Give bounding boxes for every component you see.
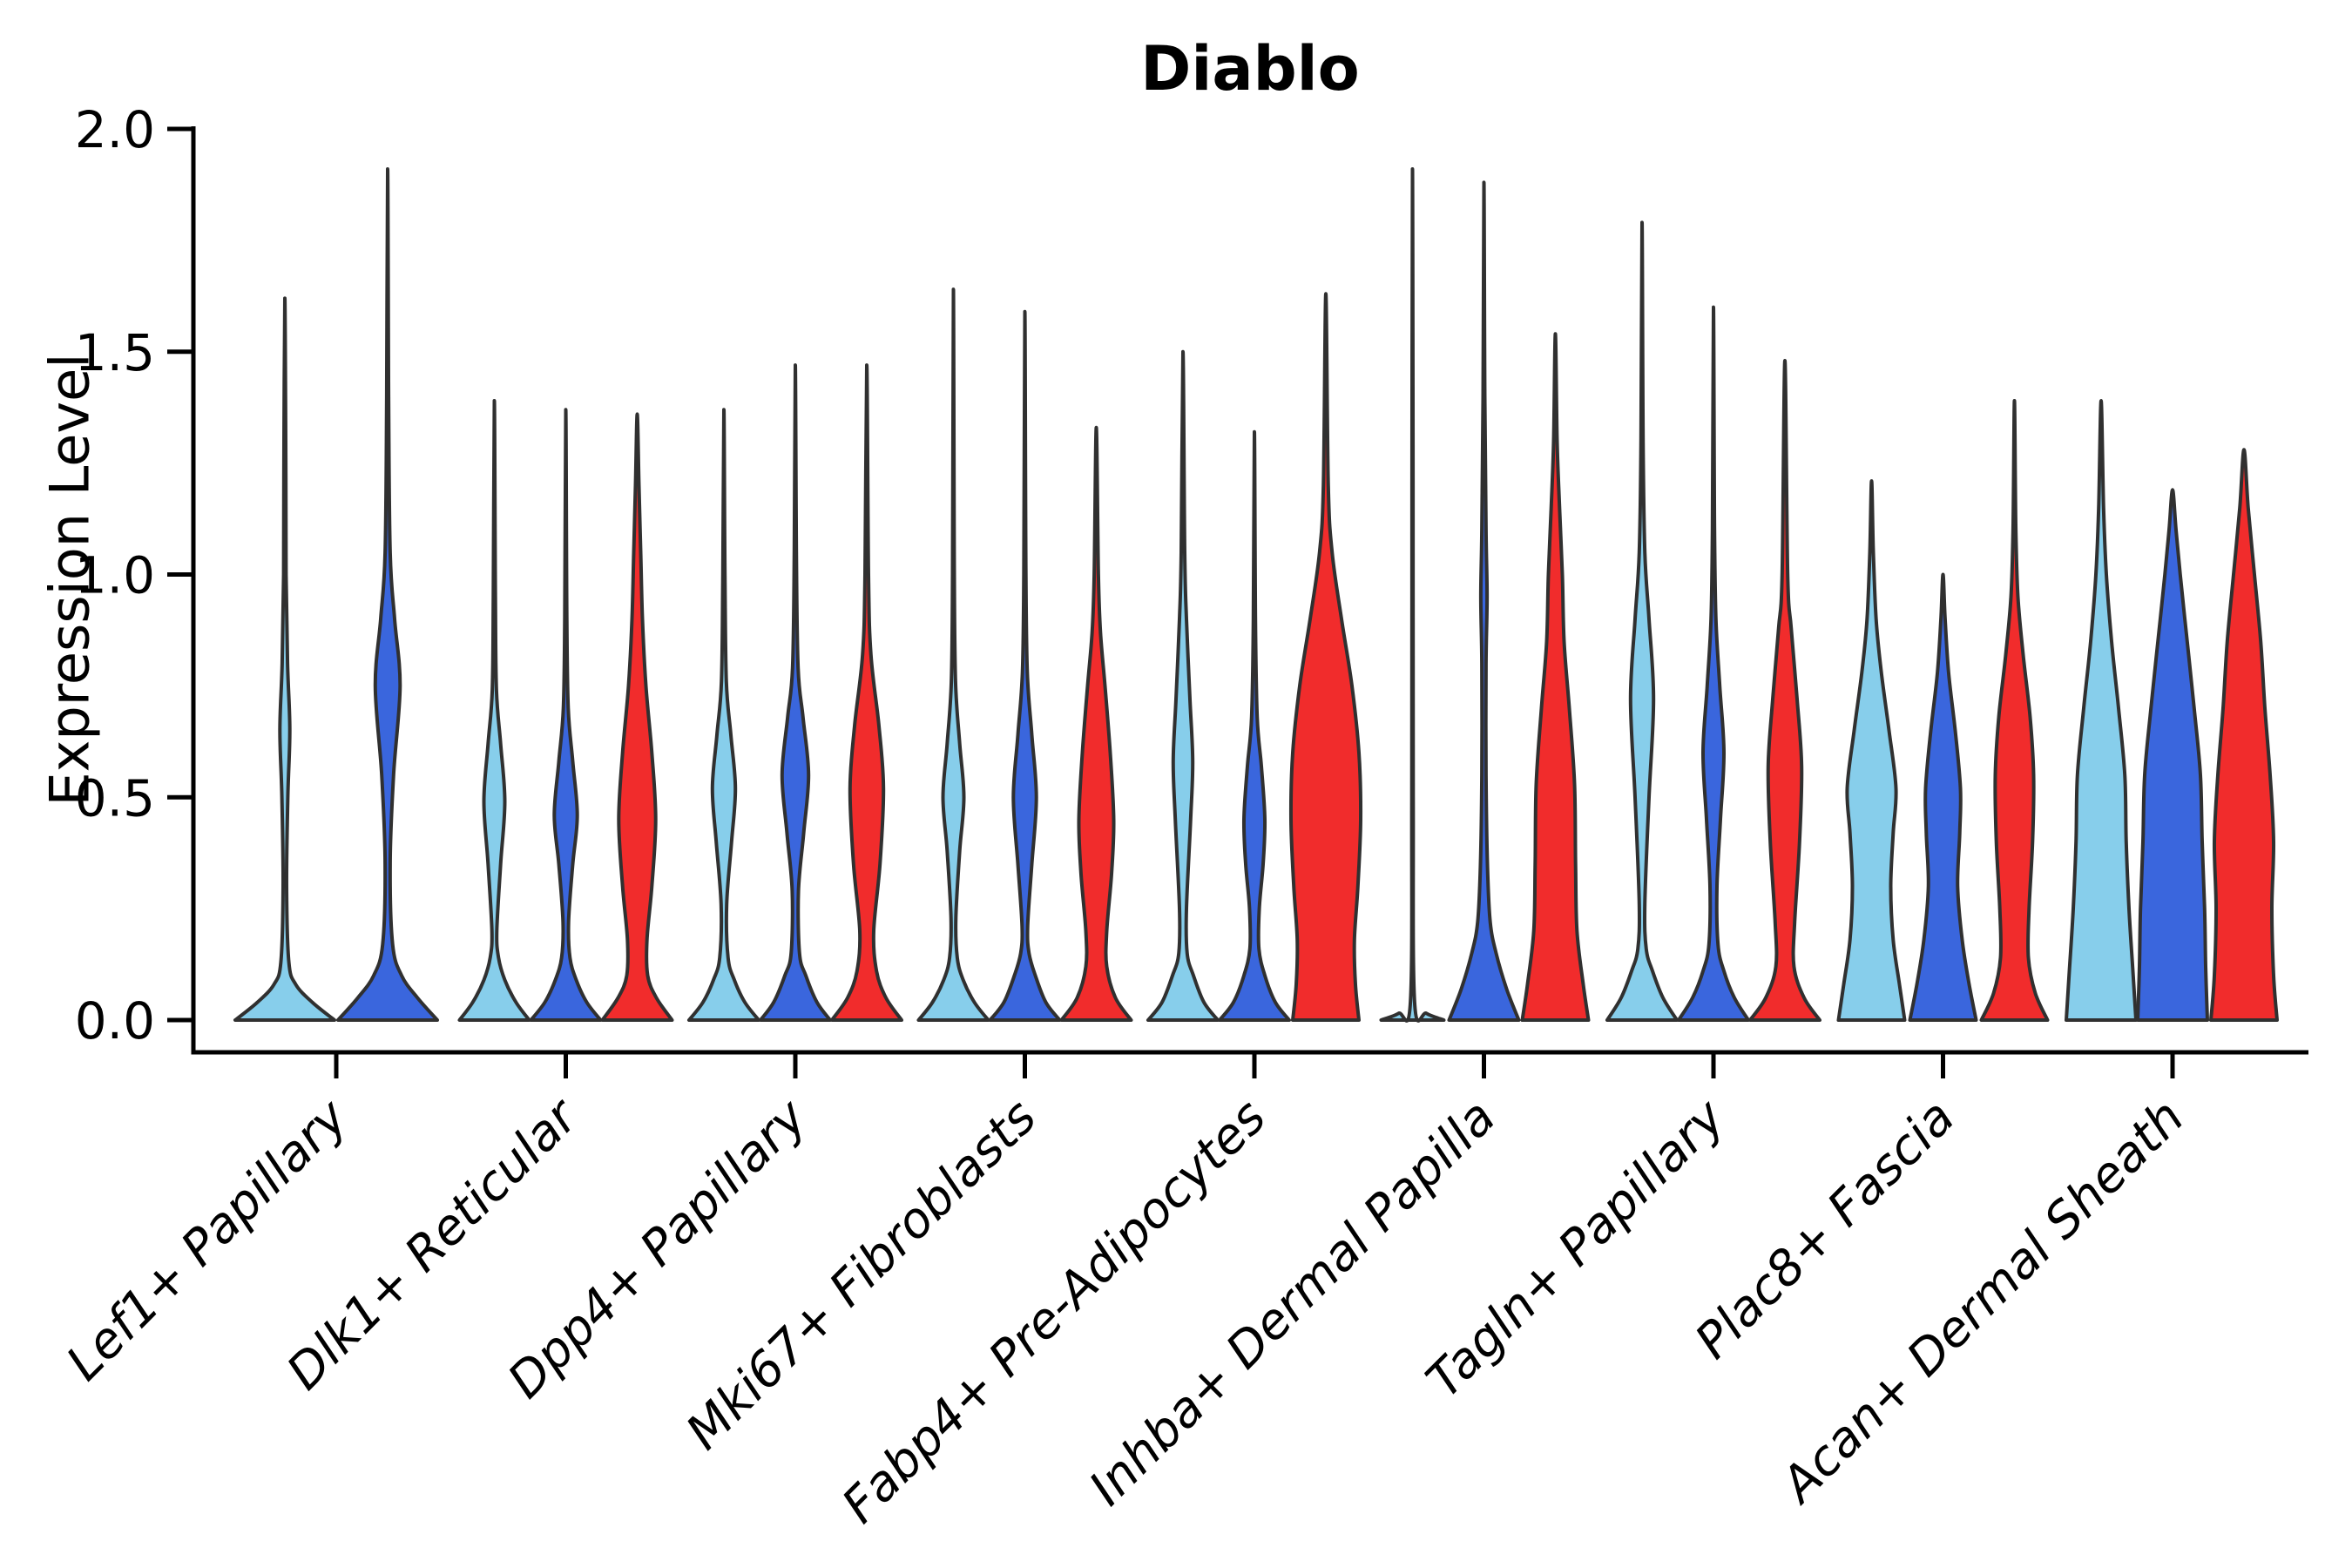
violin-lef1-papillary-royal_blue bbox=[336, 167, 439, 1022]
y-tick-label: 1.5 bbox=[75, 323, 155, 382]
violin-plac8-fascia-light_blue bbox=[1836, 479, 1907, 1022]
y-tick-label: 2.0 bbox=[75, 100, 155, 159]
y-tick-label: 0.5 bbox=[75, 768, 155, 828]
violin-tagln-papillary-red bbox=[1748, 359, 1821, 1022]
violin-inhba-dermal-papilla-light_blue bbox=[1379, 167, 1446, 1023]
violin-mki67-fibroblasts-royal_blue bbox=[988, 309, 1062, 1022]
violin-tagln-papillary-royal_blue bbox=[1677, 305, 1750, 1022]
violin-dpp4-papillary-red bbox=[830, 363, 903, 1022]
violin-inhba-dermal-papilla-red bbox=[1520, 332, 1591, 1022]
x-tick-label-fabp4-pre-adipocytes: Fabp4+ Pre-Adipocytes bbox=[832, 1089, 1277, 1534]
y-tick-label: 1.0 bbox=[75, 546, 155, 605]
violin-plac8-fascia-royal_blue bbox=[1908, 572, 1978, 1022]
violin-plac8-fascia-red bbox=[1979, 399, 2050, 1022]
violin-mki67-fibroblasts-red bbox=[1059, 425, 1133, 1022]
violin-acan-dermal-sheath-red bbox=[2209, 448, 2279, 1022]
violin-acan-dermal-sheath-light_blue bbox=[2065, 399, 2138, 1022]
violin-fabp4-pre-adipocytes-royal_blue bbox=[1218, 429, 1291, 1022]
violin-dpp4-papillary-light_blue bbox=[687, 408, 760, 1022]
violin-fabp4-pre-adipocytes-red bbox=[1288, 292, 1363, 1022]
violin-acan-dermal-sheath-royal_blue bbox=[2136, 488, 2209, 1022]
violin-mki67-fibroblasts-light_blue bbox=[916, 287, 990, 1022]
violin-inhba-dermal-papilla-royal_blue bbox=[1447, 180, 1521, 1022]
violin-lef1-papillary-light_blue bbox=[233, 296, 336, 1022]
violin-dpp4-papillary-royal_blue bbox=[759, 363, 832, 1022]
chart-title: Diablo bbox=[1140, 33, 1360, 105]
violin-dlk1-reticular-royal_blue bbox=[529, 408, 603, 1022]
violin-dlk1-reticular-red bbox=[600, 412, 674, 1022]
violin-fabp4-pre-adipocytes-light_blue bbox=[1146, 349, 1220, 1022]
violin-tagln-papillary-light_blue bbox=[1605, 220, 1679, 1022]
y-axis-label: Expression Level bbox=[37, 353, 102, 807]
x-tick-label-acan-dermal-sheath: Acan+ Dermal Sheath bbox=[1769, 1089, 2195, 1515]
violin-dlk1-reticular-light_blue bbox=[457, 399, 531, 1022]
x-tick-label-inhba-dermal-papilla: Inhba+ Dermal Papilla bbox=[1078, 1089, 1506, 1517]
y-tick-label: 0.0 bbox=[75, 991, 155, 1051]
